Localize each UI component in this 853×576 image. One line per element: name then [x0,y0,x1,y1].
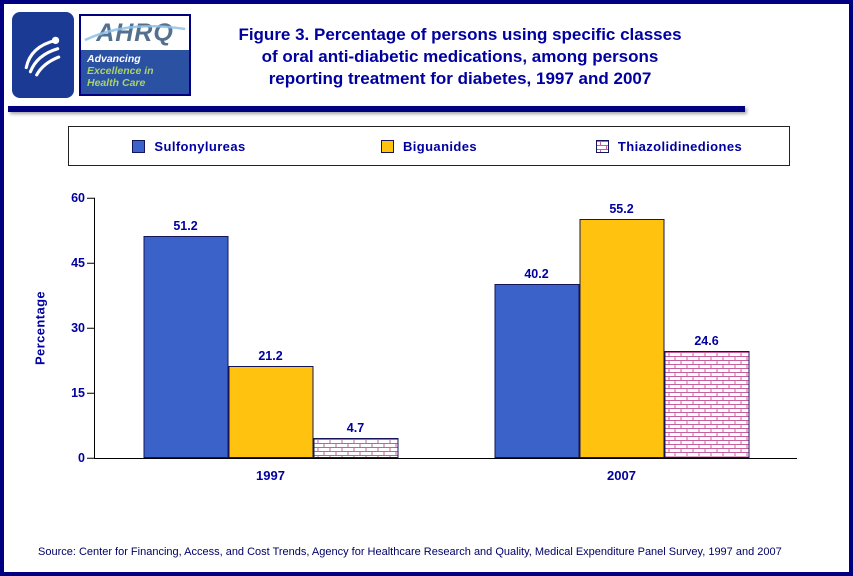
y-tick-mark [87,392,95,394]
bar-value-label: 4.7 [346,420,365,435]
bar-value-label: 40.2 [524,266,549,281]
ahrq-tagline: Advancing Excellence in Health Care [81,50,189,94]
legend-item-biguanides: Biguanides [309,139,549,154]
ahrq-wordmark: AHRQ [81,16,189,50]
bar-value-label: 51.2 [173,219,198,234]
y-tick-label: 15 [71,386,85,400]
legend-label-thiazolidinediones: Thiazolidinediones [617,138,743,154]
chart-legend: Sulfonylureas Biguanides Thiazolidinedio… [68,126,790,166]
logo-group: AHRQ Advancing Excellence in Health Care [12,12,191,98]
y-tick-mark [87,457,95,459]
bar [313,437,398,458]
title-line-3: reporting treatment for diabetes, 1997 a… [268,69,652,88]
ahrq-tagline-line: Advancing [87,53,141,65]
ahrq-logo: AHRQ Advancing Excellence in Health Care [79,14,191,96]
bar [664,351,749,458]
y-tick-label: 30 [71,321,85,335]
bar-value-label: 55.2 [609,201,634,216]
bar [494,283,579,458]
title-line-2: of oral anti-diabetic medications, among… [261,47,659,66]
source-text: Source: Center for Financing, Access, an… [38,546,782,558]
bar-group-1997: 51.2 21.2 4.7 [143,198,398,458]
legend-item-sulfonylureas: Sulfonylureas [69,139,309,154]
y-tick-mark [87,262,95,264]
header: AHRQ Advancing Excellence in Health Care… [4,4,849,98]
bar-biguanides-1997: 21.2 [228,198,313,458]
bar-sulfonylureas-1997: 51.2 [143,198,228,458]
bar-biguanides-2007: 55.2 [579,198,664,458]
hhs-eagle-icon [24,36,61,77]
legend-swatch-sulfonylureas [132,139,146,153]
figure-title: Figure 3. Percentage of persons using sp… [191,12,729,90]
ahrq-tagline-line: Excellence in [87,65,154,77]
title-line-1: Figure 3. Percentage of persons using sp… [238,25,682,44]
y-tick-mark [87,327,95,329]
ahrq-swoosh-icon [84,24,186,42]
bar-sulfonylureas-2007: 40.2 [494,198,579,458]
bar [228,366,313,458]
legend-swatch-biguanides [380,139,394,153]
header-divider [8,106,745,112]
y-tick-label: 60 [71,191,85,205]
y-tick-mark [87,197,95,199]
y-tick-label: 45 [71,256,85,270]
x-category-label: 1997 [256,468,285,483]
plot-area: 0 15 30 45 60 51.2 21.2 4.7 1997 40.2 55.2 24.6 2007 [71,191,797,483]
y-tick-label: 0 [78,451,85,465]
legend-swatch-thiazolidinediones [595,139,609,153]
legend-label-biguanides: Biguanides [402,138,478,154]
hhs-logo [12,12,74,98]
ahrq-tagline-line: Health Care [87,77,146,89]
bar-value-label: 24.6 [694,334,719,349]
bar [143,236,228,458]
bar-thiazolidinediones-2007: 24.6 [664,198,749,458]
bar-group-2007: 40.2 55.2 24.6 [494,198,749,458]
bar [579,218,664,458]
legend-label-sulfonylureas: Sulfonylureas [154,138,246,154]
x-category-label: 2007 [607,468,636,483]
bar-thiazolidinediones-1997: 4.7 [313,198,398,458]
legend-item-thiazolidinediones: Thiazolidinediones [549,139,789,154]
bar-chart: Percentage 0 15 30 45 60 51.2 21.2 4.7 1997 40.2 5… [4,188,849,488]
y-axis-title: Percentage [32,290,48,366]
bar-value-label: 21.2 [258,349,283,364]
